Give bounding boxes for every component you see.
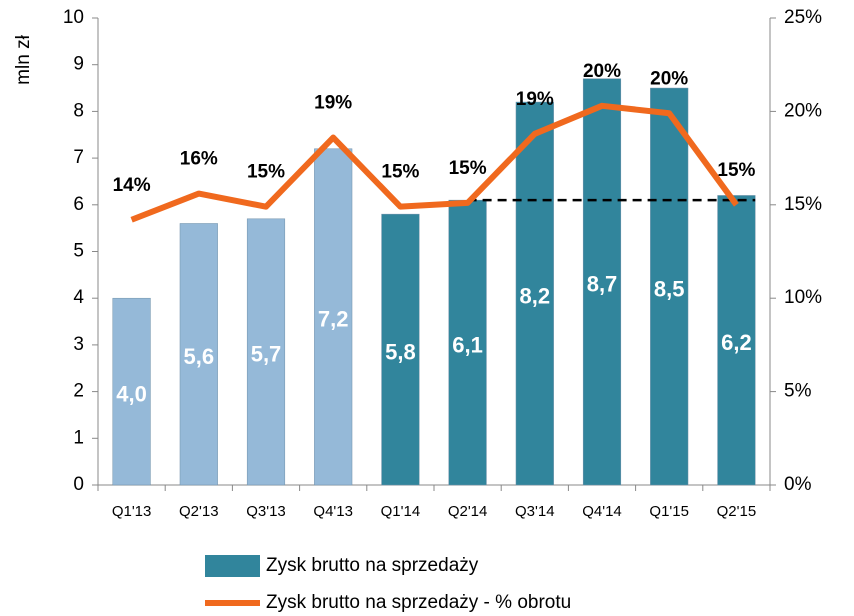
x-tick-label: Q2'13 <box>179 503 219 520</box>
legend-label: Zysk brutto na sprzedaży - % obrotu <box>266 592 571 613</box>
bar <box>314 148 353 486</box>
y2-tick-label: 10% <box>784 287 822 308</box>
y-tick-label: 6 <box>73 194 84 215</box>
bar-value-label: 8,2 <box>520 283 551 308</box>
bar <box>179 223 218 486</box>
bar <box>112 297 151 486</box>
y-tick-label: 5 <box>73 241 84 262</box>
bar-value-label: 5,7 <box>251 342 282 367</box>
y-tick-label: 8 <box>73 100 84 121</box>
bar <box>246 218 286 486</box>
x-tick-label: Q1'13 <box>112 503 152 520</box>
bar <box>582 78 622 486</box>
x-tick-label: Q3'13 <box>246 503 286 520</box>
x-tick-label: Q1'15 <box>649 503 689 520</box>
bar <box>717 195 756 486</box>
y-tick-label: 10 <box>63 7 84 28</box>
line-value-label: 14% <box>113 175 151 196</box>
bar-value-label: 6,1 <box>452 332 483 357</box>
line <box>130 102 739 223</box>
bar <box>448 199 487 486</box>
bar-value-label: 6,2 <box>721 330 752 355</box>
line-value-label: 15% <box>449 158 487 179</box>
bar-value-label: 7,2 <box>318 307 349 332</box>
y-tick-label: 0 <box>73 474 84 495</box>
y2-tick-label: 0% <box>784 474 812 495</box>
y-tick-label: 7 <box>73 147 84 168</box>
y-tick-label: 1 <box>73 427 84 448</box>
line-value-label: 20% <box>650 68 688 89</box>
line-value-label: 15% <box>247 162 285 183</box>
bar-value-label: 5,6 <box>184 344 215 369</box>
y2-tick-label: 5% <box>784 381 812 402</box>
line-value-label: 16% <box>180 149 218 170</box>
y2-tick-label: 15% <box>784 194 822 215</box>
bar-value-label: 8,7 <box>587 272 618 297</box>
y-tick-label: 2 <box>73 381 84 402</box>
y-axis-label: mln zł <box>13 34 34 84</box>
y-tick-label: 9 <box>73 54 84 75</box>
line-value-label: 20% <box>583 61 621 82</box>
bar <box>515 101 554 486</box>
x-tick-label: Q4'13 <box>313 503 353 520</box>
bar-value-label: 4,0 <box>116 381 147 406</box>
y2-tick-label: 25% <box>784 7 822 28</box>
bar <box>381 213 420 486</box>
bar-value-label: 8,5 <box>654 276 685 301</box>
y2-tick-label: 20% <box>784 100 822 121</box>
line-value-label: 19% <box>516 89 554 110</box>
x-tick-label: Q1'14 <box>381 503 421 520</box>
line-value-label: 19% <box>314 93 352 114</box>
legend-label: Zysk brutto na sprzedaży <box>266 555 479 576</box>
bar <box>650 87 689 486</box>
y-tick-label: 3 <box>73 334 84 355</box>
x-tick-label: Q3'14 <box>515 503 555 520</box>
x-tick-label: Q2'14 <box>448 503 488 520</box>
legend-swatch <box>205 555 260 577</box>
line-value-label: 15% <box>717 160 755 181</box>
line-value-label: 15% <box>381 162 419 183</box>
y-tick-label: 4 <box>73 287 84 308</box>
bar-value-label: 5,8 <box>385 339 416 364</box>
x-tick-label: Q4'14 <box>582 503 622 520</box>
x-tick-label: Q2'15 <box>717 503 757 520</box>
